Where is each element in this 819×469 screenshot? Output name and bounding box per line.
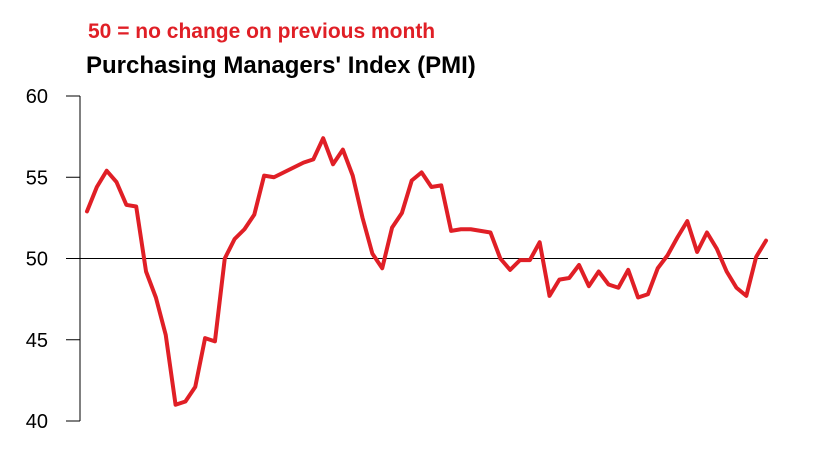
pmi-series-line xyxy=(85,136,768,407)
y-tick-label: 45 xyxy=(26,330,48,352)
y-tick-label: 60 xyxy=(26,86,48,108)
y-axis: 60 55 50 45 40 xyxy=(26,86,81,433)
series-layer xyxy=(85,136,768,407)
chart-title: Purchasing Managers' Index (PMI) xyxy=(86,52,476,79)
y-tick-label: 40 xyxy=(26,411,48,433)
y-tick-label: 55 xyxy=(26,167,48,189)
chart-subtitle: 50 = no change on previous month xyxy=(88,20,436,43)
y-tick-label: 50 xyxy=(26,249,48,271)
